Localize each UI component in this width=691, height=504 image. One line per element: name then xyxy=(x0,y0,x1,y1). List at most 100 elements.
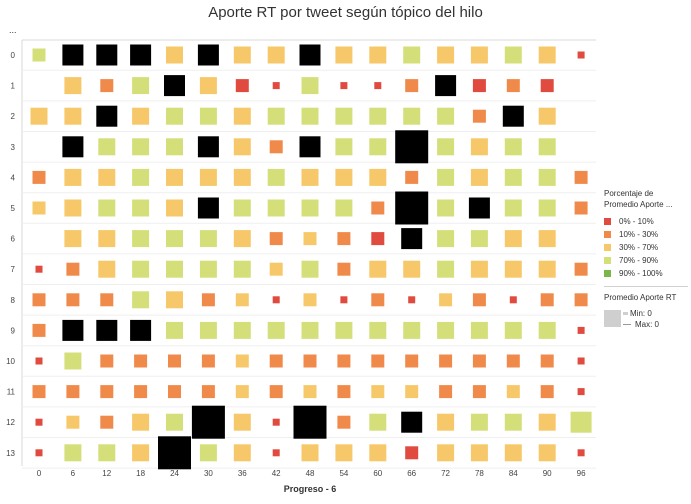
data-mark[interactable] xyxy=(166,199,183,217)
data-mark[interactable] xyxy=(470,138,488,156)
data-mark[interactable] xyxy=(62,44,84,66)
data-mark[interactable] xyxy=(66,293,80,307)
data-mark[interactable] xyxy=(130,319,152,341)
data-mark[interactable] xyxy=(132,199,150,217)
data-mark[interactable] xyxy=(130,44,152,66)
data-mark[interactable] xyxy=(472,293,486,307)
data-mark[interactable] xyxy=(538,444,556,462)
data-mark[interactable] xyxy=(335,321,353,339)
data-mark[interactable] xyxy=(199,107,217,125)
data-mark[interactable] xyxy=(538,230,556,248)
data-mark[interactable] xyxy=(301,199,319,217)
data-mark[interactable] xyxy=(32,170,46,184)
data-mark[interactable] xyxy=(134,354,148,368)
data-mark[interactable] xyxy=(506,354,520,368)
data-mark[interactable] xyxy=(437,321,455,339)
data-mark[interactable] xyxy=(405,170,419,184)
data-mark[interactable] xyxy=(502,105,524,127)
data-mark[interactable] xyxy=(233,168,251,186)
data-mark[interactable] xyxy=(577,326,585,334)
data-mark[interactable] xyxy=(504,230,522,248)
data-mark[interactable] xyxy=(35,418,43,426)
data-mark[interactable] xyxy=(191,405,225,439)
data-mark[interactable] xyxy=(32,201,46,215)
data-mark[interactable] xyxy=(435,75,457,97)
data-mark[interactable] xyxy=(132,413,150,431)
data-mark[interactable] xyxy=(32,293,46,307)
data-mark[interactable] xyxy=(570,411,592,433)
data-mark[interactable] xyxy=(470,230,488,248)
data-mark[interactable] xyxy=(538,46,556,64)
data-mark[interactable] xyxy=(35,357,43,365)
data-mark[interactable] xyxy=(540,293,554,307)
data-mark[interactable] xyxy=(35,265,43,273)
data-mark[interactable] xyxy=(66,262,80,276)
data-mark[interactable] xyxy=(199,444,217,462)
data-mark[interactable] xyxy=(166,291,183,309)
data-mark[interactable] xyxy=(168,354,181,368)
data-mark[interactable] xyxy=(66,385,80,399)
data-mark[interactable] xyxy=(403,46,421,64)
data-mark[interactable] xyxy=(437,168,455,186)
data-mark[interactable] xyxy=(335,46,353,64)
data-mark[interactable] xyxy=(301,107,319,125)
data-mark[interactable] xyxy=(168,385,181,399)
data-mark[interactable] xyxy=(439,385,453,399)
data-mark[interactable] xyxy=(337,415,351,429)
data-mark[interactable] xyxy=(132,107,150,125)
data-mark[interactable] xyxy=(369,46,387,64)
data-mark[interactable] xyxy=(132,138,150,156)
data-mark[interactable] xyxy=(166,138,183,156)
data-mark[interactable] xyxy=(62,319,84,341)
data-mark[interactable] xyxy=(301,321,319,339)
data-mark[interactable] xyxy=(369,107,387,125)
data-mark[interactable] xyxy=(301,168,319,186)
data-mark[interactable] xyxy=(371,232,385,246)
data-mark[interactable] xyxy=(369,321,387,339)
data-mark[interactable] xyxy=(267,168,285,186)
data-mark[interactable] xyxy=(100,385,114,399)
data-mark[interactable] xyxy=(538,138,556,156)
data-mark[interactable] xyxy=(98,260,116,278)
data-mark[interactable] xyxy=(401,228,423,250)
data-mark[interactable] xyxy=(272,449,280,457)
data-mark[interactable] xyxy=(504,260,522,278)
data-mark[interactable] xyxy=(164,75,185,97)
data-mark[interactable] xyxy=(269,354,283,368)
data-mark[interactable] xyxy=(134,385,148,399)
data-mark[interactable] xyxy=(301,260,319,278)
data-mark[interactable] xyxy=(301,444,319,462)
data-mark[interactable] xyxy=(233,230,251,248)
data-mark[interactable] xyxy=(201,293,215,307)
data-mark[interactable] xyxy=(335,107,353,125)
data-mark[interactable] xyxy=(577,388,585,396)
data-mark[interactable] xyxy=(538,260,556,278)
data-mark[interactable] xyxy=(267,199,285,217)
data-mark[interactable] xyxy=(32,385,46,399)
data-mark[interactable] xyxy=(166,168,183,186)
data-mark[interactable] xyxy=(166,413,183,431)
data-mark[interactable] xyxy=(201,385,215,399)
data-mark[interactable] xyxy=(197,136,219,158)
data-mark[interactable] xyxy=(166,46,183,64)
data-mark[interactable] xyxy=(269,140,283,154)
data-mark[interactable] xyxy=(64,444,82,462)
data-mark[interactable] xyxy=(504,444,522,462)
data-mark[interactable] xyxy=(403,260,421,278)
data-mark[interactable] xyxy=(293,405,327,439)
data-mark[interactable] xyxy=(405,79,419,93)
data-mark[interactable] xyxy=(96,319,118,341)
data-mark[interactable] xyxy=(98,168,116,186)
data-mark[interactable] xyxy=(269,385,283,399)
data-mark[interactable] xyxy=(468,197,490,219)
data-mark[interactable] xyxy=(470,413,488,431)
data-mark[interactable] xyxy=(403,107,421,125)
data-mark[interactable] xyxy=(233,138,251,156)
data-mark[interactable] xyxy=(403,321,421,339)
data-mark[interactable] xyxy=(32,323,46,337)
data-mark[interactable] xyxy=(574,262,588,276)
data-mark[interactable] xyxy=(506,385,520,399)
data-mark[interactable] xyxy=(267,107,285,125)
data-mark[interactable] xyxy=(272,296,280,304)
data-mark[interactable] xyxy=(574,170,588,184)
